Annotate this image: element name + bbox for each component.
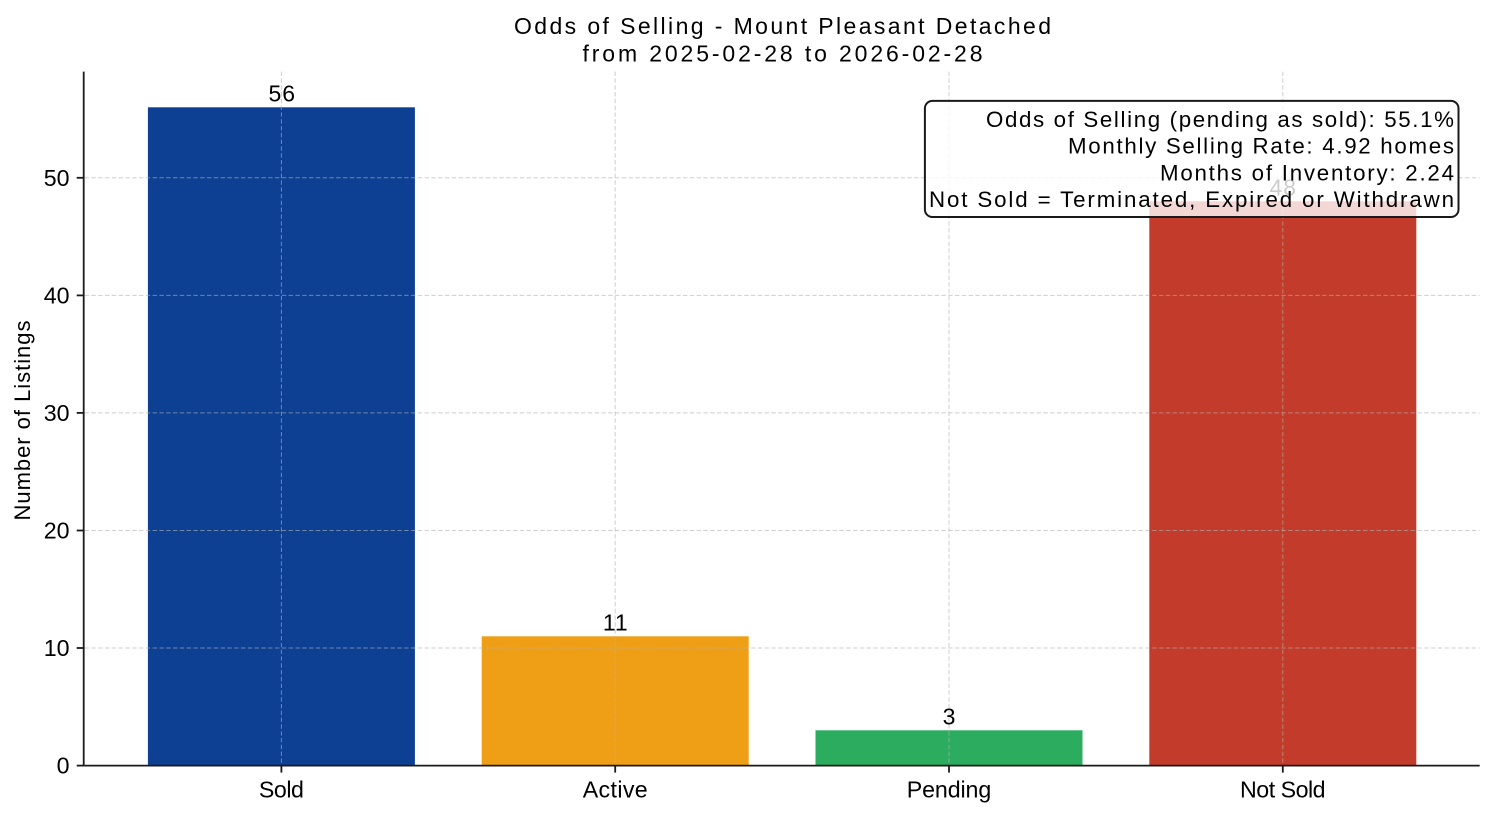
svg-text:30: 30 xyxy=(44,400,70,426)
svg-text:Months of Inventory: 2.24: Months of Inventory: 2.24 xyxy=(1160,160,1454,185)
svg-text:from 2025-02-28 to 2026-02-28: from 2025-02-28 to 2026-02-28 xyxy=(583,40,983,66)
svg-text:50: 50 xyxy=(44,165,70,191)
svg-text:Odds of Selling - Mount Pleasa: Odds of Selling - Mount Pleasant Detache… xyxy=(514,13,1051,39)
svg-text:Monthly Selling Rate: 4.92 hom: Monthly Selling Rate: 4.92 homes xyxy=(1068,134,1454,159)
svg-text:Odds of Selling (pending as so: Odds of Selling (pending as sold): 55.1% xyxy=(986,107,1454,132)
svg-text:10: 10 xyxy=(44,635,70,661)
svg-text:Not Sold: Not Sold xyxy=(1240,777,1326,803)
svg-text:Not Sold = Terminated, Expired: Not Sold = Terminated, Expired or Withdr… xyxy=(929,187,1454,212)
svg-text:40: 40 xyxy=(44,282,70,308)
svg-text:Number of Listings: Number of Listings xyxy=(10,321,35,521)
svg-text:3: 3 xyxy=(943,703,956,729)
svg-text:Sold: Sold xyxy=(259,777,304,803)
svg-text:11: 11 xyxy=(603,609,629,635)
svg-text:Active: Active xyxy=(583,777,648,803)
svg-text:0: 0 xyxy=(57,753,70,779)
svg-text:20: 20 xyxy=(44,518,70,544)
svg-text:Pending: Pending xyxy=(907,777,992,803)
svg-text:56: 56 xyxy=(269,80,297,106)
